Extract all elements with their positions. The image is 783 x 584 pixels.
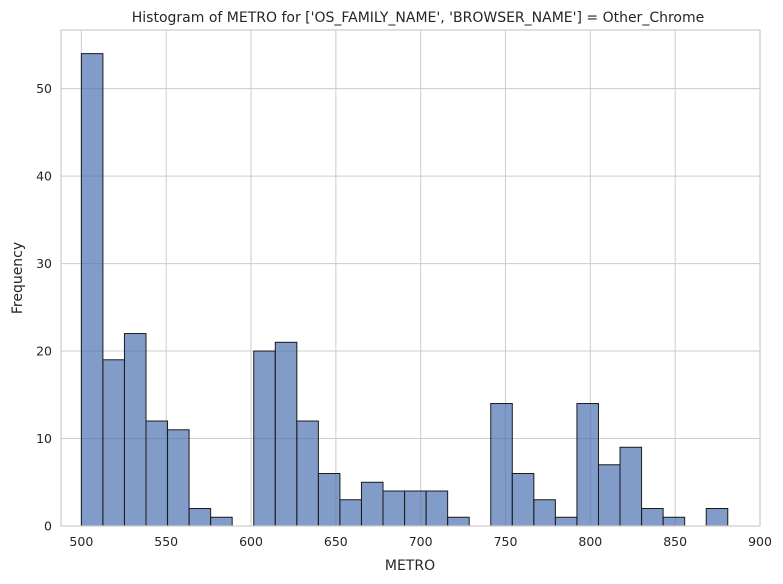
y-tick-label: 20 [36, 344, 52, 359]
x-tick-label: 900 [748, 534, 772, 549]
x-tick-label: 700 [409, 534, 433, 549]
y-tick-label: 10 [36, 431, 52, 446]
x-tick-label: 550 [154, 534, 178, 549]
x-tick-label: 750 [494, 534, 518, 549]
x-tick-label: 500 [69, 534, 93, 549]
histogram-bar [102, 359, 125, 527]
histogram-bar [339, 499, 362, 527]
histogram-bar [274, 341, 298, 527]
y-axis-label: Frequency [10, 242, 26, 314]
x-axis-label: METRO [385, 558, 435, 574]
histogram-bar [145, 420, 169, 527]
x-tick-label: 850 [663, 534, 687, 549]
histogram-bar [490, 403, 513, 527]
histogram-bar [554, 516, 578, 527]
histogram-bar [619, 446, 643, 527]
histogram-bar [253, 350, 276, 527]
histogram-bar [576, 403, 599, 527]
histogram-bar [641, 508, 664, 527]
chart-title: Histogram of METRO for ['OS_FAMILY_NAME'… [132, 10, 704, 26]
y-tick-label: 50 [36, 81, 52, 96]
x-tick-label: 600 [239, 534, 263, 549]
histogram-bars [80, 53, 729, 527]
histogram-bar [533, 499, 556, 527]
y-tick-label: 30 [36, 256, 52, 271]
histogram-bar [167, 429, 190, 527]
histogram-bar [80, 53, 104, 527]
histogram-bar [123, 333, 147, 527]
x-tick-label: 650 [324, 534, 348, 549]
histogram-bar [447, 516, 470, 527]
histogram-bar [382, 490, 406, 527]
histogram-bar [705, 508, 729, 527]
histogram-bar [296, 420, 319, 527]
histogram-bar [188, 508, 212, 527]
histogram-bar [404, 490, 427, 527]
y-tick-labels: 0 10 20 30 40 50 [36, 81, 52, 533]
plot-area-frame [60, 29, 761, 527]
histogram-bar [425, 490, 449, 527]
histogram-bar [511, 473, 535, 527]
histogram-bar [210, 516, 233, 527]
histogram-bar [597, 464, 621, 527]
x-tick-label: 800 [578, 534, 602, 549]
y-tick-label: 40 [36, 169, 52, 184]
histogram-bar [317, 473, 341, 527]
y-tick-label: 0 [44, 519, 52, 534]
x-tick-labels: 500 550 600 650 700 750 800 850 900 [69, 534, 772, 549]
histogram-bar [360, 481, 384, 527]
histogram-bar [662, 516, 686, 527]
